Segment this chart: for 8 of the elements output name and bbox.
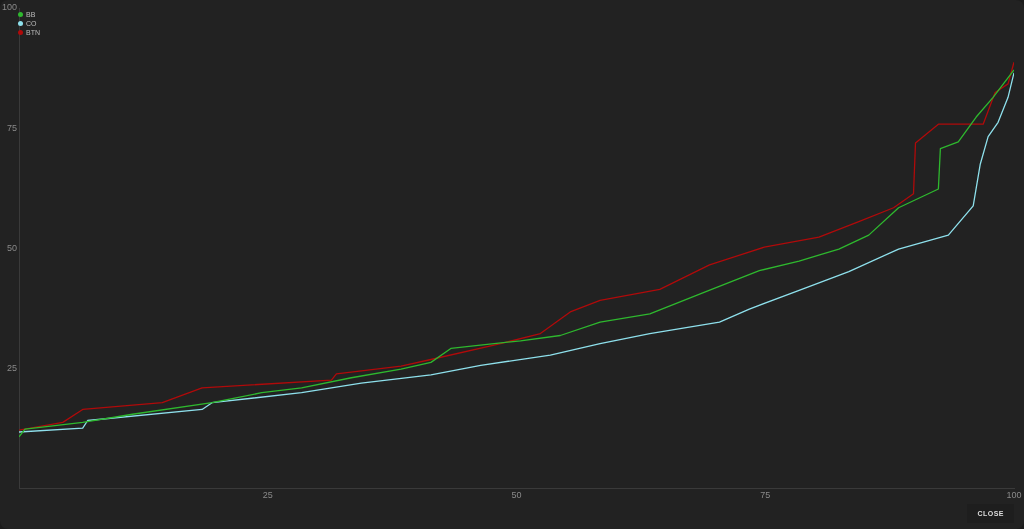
y-tick-label: 100: [1, 2, 18, 13]
x-tick-label: 75: [760, 490, 771, 501]
x-tick-label: 50: [511, 490, 522, 501]
y-tick-label: 75: [7, 122, 18, 133]
y-tick-label: 25: [7, 362, 18, 373]
y-tick-label: 50: [7, 242, 18, 253]
x-tick-label: 100: [1006, 490, 1022, 501]
x-tick-label: 25: [262, 490, 273, 501]
